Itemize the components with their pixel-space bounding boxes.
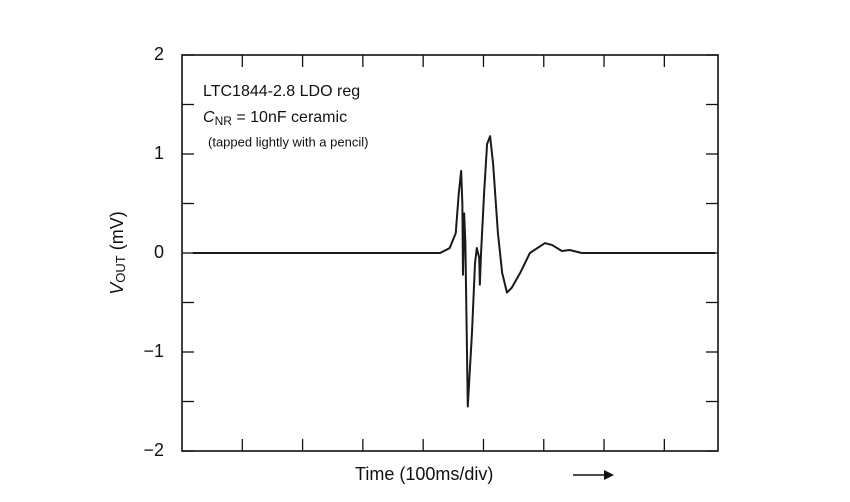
annotation: LTC1844-2.8 LDO reg <box>203 83 360 100</box>
y-tick-label: −2 <box>143 440 164 460</box>
y-tick-label: 1 <box>154 143 164 163</box>
y-label-sub: OUT <box>113 255 128 283</box>
y-tick-label: −1 <box>143 341 164 361</box>
y-axis-label: VOUT (mV) <box>107 211 129 294</box>
annotation-sub: NR <box>215 114 233 128</box>
annotation: CNR = 10nF ceramic <box>203 109 347 128</box>
x-axis-label: Time (100ms/div) <box>355 464 493 484</box>
y-tick-label: 0 <box>154 242 164 262</box>
line <box>192 135 715 408</box>
x-arrow <box>573 470 614 480</box>
annotation: (tapped lightly with a pencil) <box>208 134 368 149</box>
annotation-part: = 10nF ceramic <box>232 109 347 126</box>
y-label-part: (mV) <box>107 211 127 255</box>
y-tick-label: 2 <box>154 44 164 64</box>
y-label-part: V <box>107 281 127 295</box>
annotation-part: C <box>203 109 215 126</box>
